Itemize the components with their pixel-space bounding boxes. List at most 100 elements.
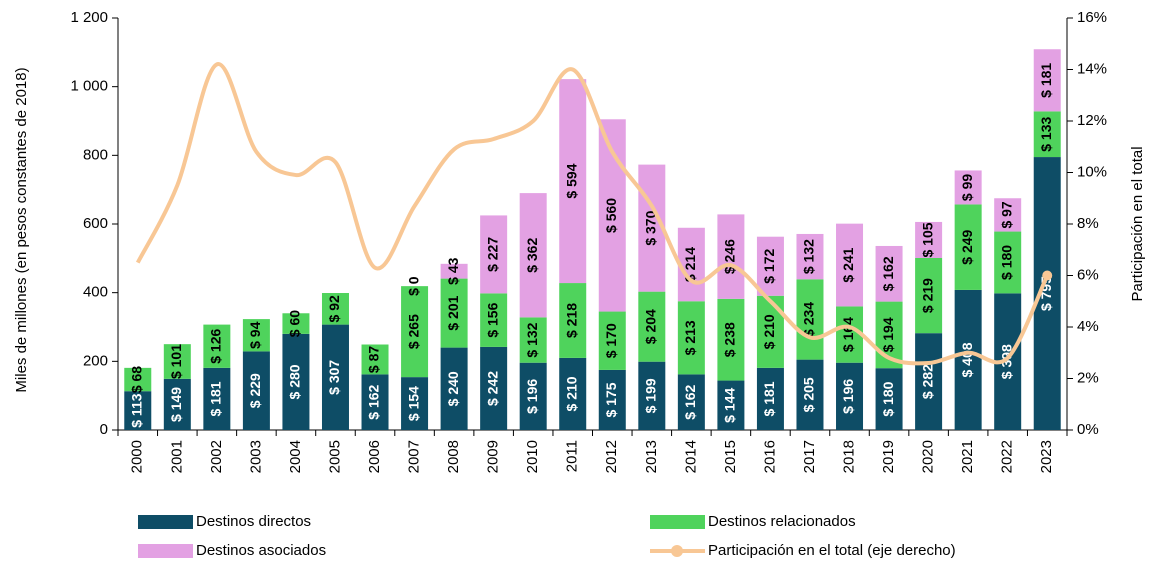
bar-value-label: $ 132 [524, 322, 540, 357]
bar-value-label: $ 105 [919, 222, 935, 257]
bar-value-label: $ 181 [1038, 63, 1054, 98]
bar-value-label: $ 180 [998, 245, 1014, 280]
bar-segment [203, 324, 231, 368]
bar-value-label: $ 560 [603, 198, 619, 233]
bar-segment [994, 231, 1022, 294]
x-tick-label: 2001 [168, 440, 185, 473]
bar-segment [638, 361, 666, 430]
y2-tick-label: 6% [1077, 266, 1099, 283]
x-tick-label: 2014 [682, 440, 699, 473]
x-tick-label: 2016 [761, 440, 778, 473]
bar-segment [480, 293, 508, 347]
bar-segment [321, 293, 349, 325]
bar-segment [203, 367, 231, 430]
bar-segment [836, 306, 864, 363]
x-tick-label: 2009 [485, 440, 502, 473]
bar-value-label: $ 408 [959, 342, 975, 377]
bar-value-label: $ 60 [287, 310, 303, 337]
bar-segment [559, 283, 587, 358]
bar-value-label: $ 68 [128, 366, 144, 393]
bar-segment [915, 221, 943, 258]
y-tick-label: 1 200 [70, 9, 108, 26]
x-tick-label: 2023 [1038, 440, 1055, 473]
bar-segment [163, 344, 191, 379]
bar-value-label: $ 181 [208, 381, 224, 416]
y2-axis-title: Participación en el total [1129, 146, 1146, 301]
bar-segment [242, 319, 270, 352]
bar-segment [954, 170, 982, 205]
bar-value-label: $ 594 [563, 163, 579, 198]
legend-label: Destinos relacionados [708, 513, 856, 530]
bar-value-label: $ 154 [405, 386, 421, 421]
bar-value-label: $ 210 [761, 314, 777, 349]
bar-value-label: $ 227 [484, 237, 500, 272]
bar-value-label: $ 181 [761, 381, 777, 416]
y2-tick-label: 8% [1077, 215, 1099, 232]
bar-value-label: $ 162 [682, 384, 698, 419]
share-point [1042, 270, 1053, 281]
x-tick-label: 2005 [326, 440, 343, 473]
bar-value-label: $ 164 [840, 317, 856, 352]
bar-value-label: $ 126 [208, 329, 224, 364]
bar-value-label: $ 132 [801, 239, 817, 274]
bar-segment [915, 333, 943, 430]
bar-value-label: $ 162 [880, 256, 896, 291]
bar-segment [440, 347, 468, 430]
bar-value-label: $ 307 [326, 360, 342, 395]
bar-segment [836, 223, 864, 307]
bar-value-label: $ 162 [366, 384, 382, 419]
y2-tick-label: 14% [1077, 60, 1107, 77]
bar-value-label: $ 218 [563, 303, 579, 338]
bar-segment [717, 214, 745, 299]
bar-value-label: $ 175 [603, 382, 619, 417]
bar-value-label: $ 99 [959, 174, 975, 201]
bar-segment [559, 79, 587, 284]
bar-value-label: $ 205 [801, 377, 817, 412]
x-tick-label: 2007 [406, 440, 423, 473]
y-tick-label: 1 000 [70, 78, 108, 95]
x-tick-label: 2018 [840, 440, 857, 473]
bar-value-label: $ 172 [761, 249, 777, 284]
bar-segment [124, 367, 152, 392]
bar-value-label: $ 149 [168, 387, 184, 422]
x-tick-label: 2006 [366, 440, 383, 473]
x-tick-label: 2021 [959, 440, 976, 473]
y-axis-title: Miles de millones (en pesos constantes d… [13, 67, 30, 392]
x-tick-label: 2010 [524, 440, 541, 473]
bar-segment [796, 359, 824, 430]
bar-segment [401, 377, 429, 430]
x-tick-label: 2011 [564, 440, 581, 472]
bar-value-label: $ 97 [998, 201, 1014, 228]
bar-segment [163, 378, 191, 430]
y2-tick-label: 16% [1077, 9, 1107, 26]
share-line [135, 62, 1050, 366]
bar-value-label: $ 92 [326, 295, 342, 322]
bar-value-label: $ 101 [168, 344, 184, 379]
bar-segment [875, 368, 903, 430]
bar-segment [401, 286, 429, 378]
bar-segment [677, 374, 705, 430]
bar-segment [875, 245, 903, 302]
y-tick-label: 400 [83, 284, 108, 301]
y2-tick-label: 0% [1077, 421, 1099, 438]
bar-value-label: $ 196 [840, 379, 856, 414]
bar-value-label: $ 282 [919, 364, 935, 399]
bar-segment [480, 346, 508, 430]
legend-marker [671, 545, 683, 557]
bar-segment [598, 369, 626, 430]
bar-segment [756, 236, 784, 296]
bar-segment [519, 317, 547, 363]
bar-value-label: $ 240 [445, 371, 461, 406]
bar-segment [954, 289, 982, 430]
legend-swatch [138, 515, 193, 529]
bar-segment [994, 198, 1022, 232]
x-tick-label: 2017 [801, 440, 818, 473]
bar-segment [480, 215, 508, 294]
x-tick-label: 2000 [129, 440, 146, 473]
y2-tick-label: 2% [1077, 369, 1099, 386]
bar-segment [717, 380, 745, 430]
x-tick-label: 2012 [603, 440, 620, 473]
bar-value-label: $ 241 [840, 247, 856, 282]
bar-value-label: $ 219 [919, 278, 935, 313]
bar-segment [954, 204, 982, 290]
